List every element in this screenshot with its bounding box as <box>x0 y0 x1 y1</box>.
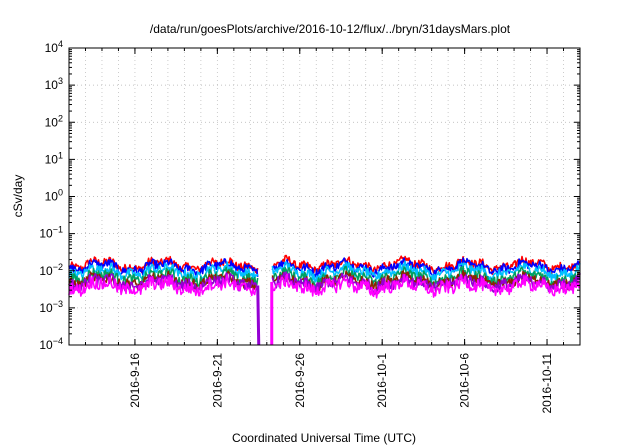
series-group <box>68 254 581 299</box>
x-tick-label: 2016-10-1 <box>375 353 389 408</box>
y-tick-label: 100 <box>45 188 63 204</box>
y-tick-label: 104 <box>45 39 63 55</box>
series-line <box>68 273 581 299</box>
y-tick-label: 10−4 <box>39 336 63 352</box>
y-axis: 10−4 10−3 10−2 10−1 100 101 102 103 104 <box>39 39 580 352</box>
x-tick-label: 2016-9-26 <box>293 353 307 408</box>
x-tick-label: 2016-9-21 <box>210 353 224 408</box>
x-tick-label: 2016-10-6 <box>458 353 472 408</box>
y-tick-label: 102 <box>45 113 63 129</box>
chart-title: /data/run/goesPlots/archive/2016-10-12/f… <box>150 22 511 36</box>
x-tick-label: 2016-9-16 <box>128 353 142 408</box>
gap-markers <box>256 281 274 346</box>
y-tick-label: 101 <box>45 150 63 166</box>
y-tick-label: 10−3 <box>39 299 63 315</box>
y-tick-label: 10−1 <box>39 225 63 241</box>
x-tick-label: 2016-10-11 <box>540 353 554 414</box>
y-tick-label: 103 <box>45 76 63 92</box>
gap-drop-start <box>256 285 261 346</box>
x-axis: 2016-9-16 2016-9-21 2016-9-26 2016-10-1 2016… <box>68 48 581 414</box>
y-axis-label: cSv/day <box>11 175 25 218</box>
series-line <box>68 257 581 278</box>
y-tick-label: 10−2 <box>39 262 63 278</box>
x-axis-label: Coordinated Universal Time (UTC) <box>232 431 416 445</box>
